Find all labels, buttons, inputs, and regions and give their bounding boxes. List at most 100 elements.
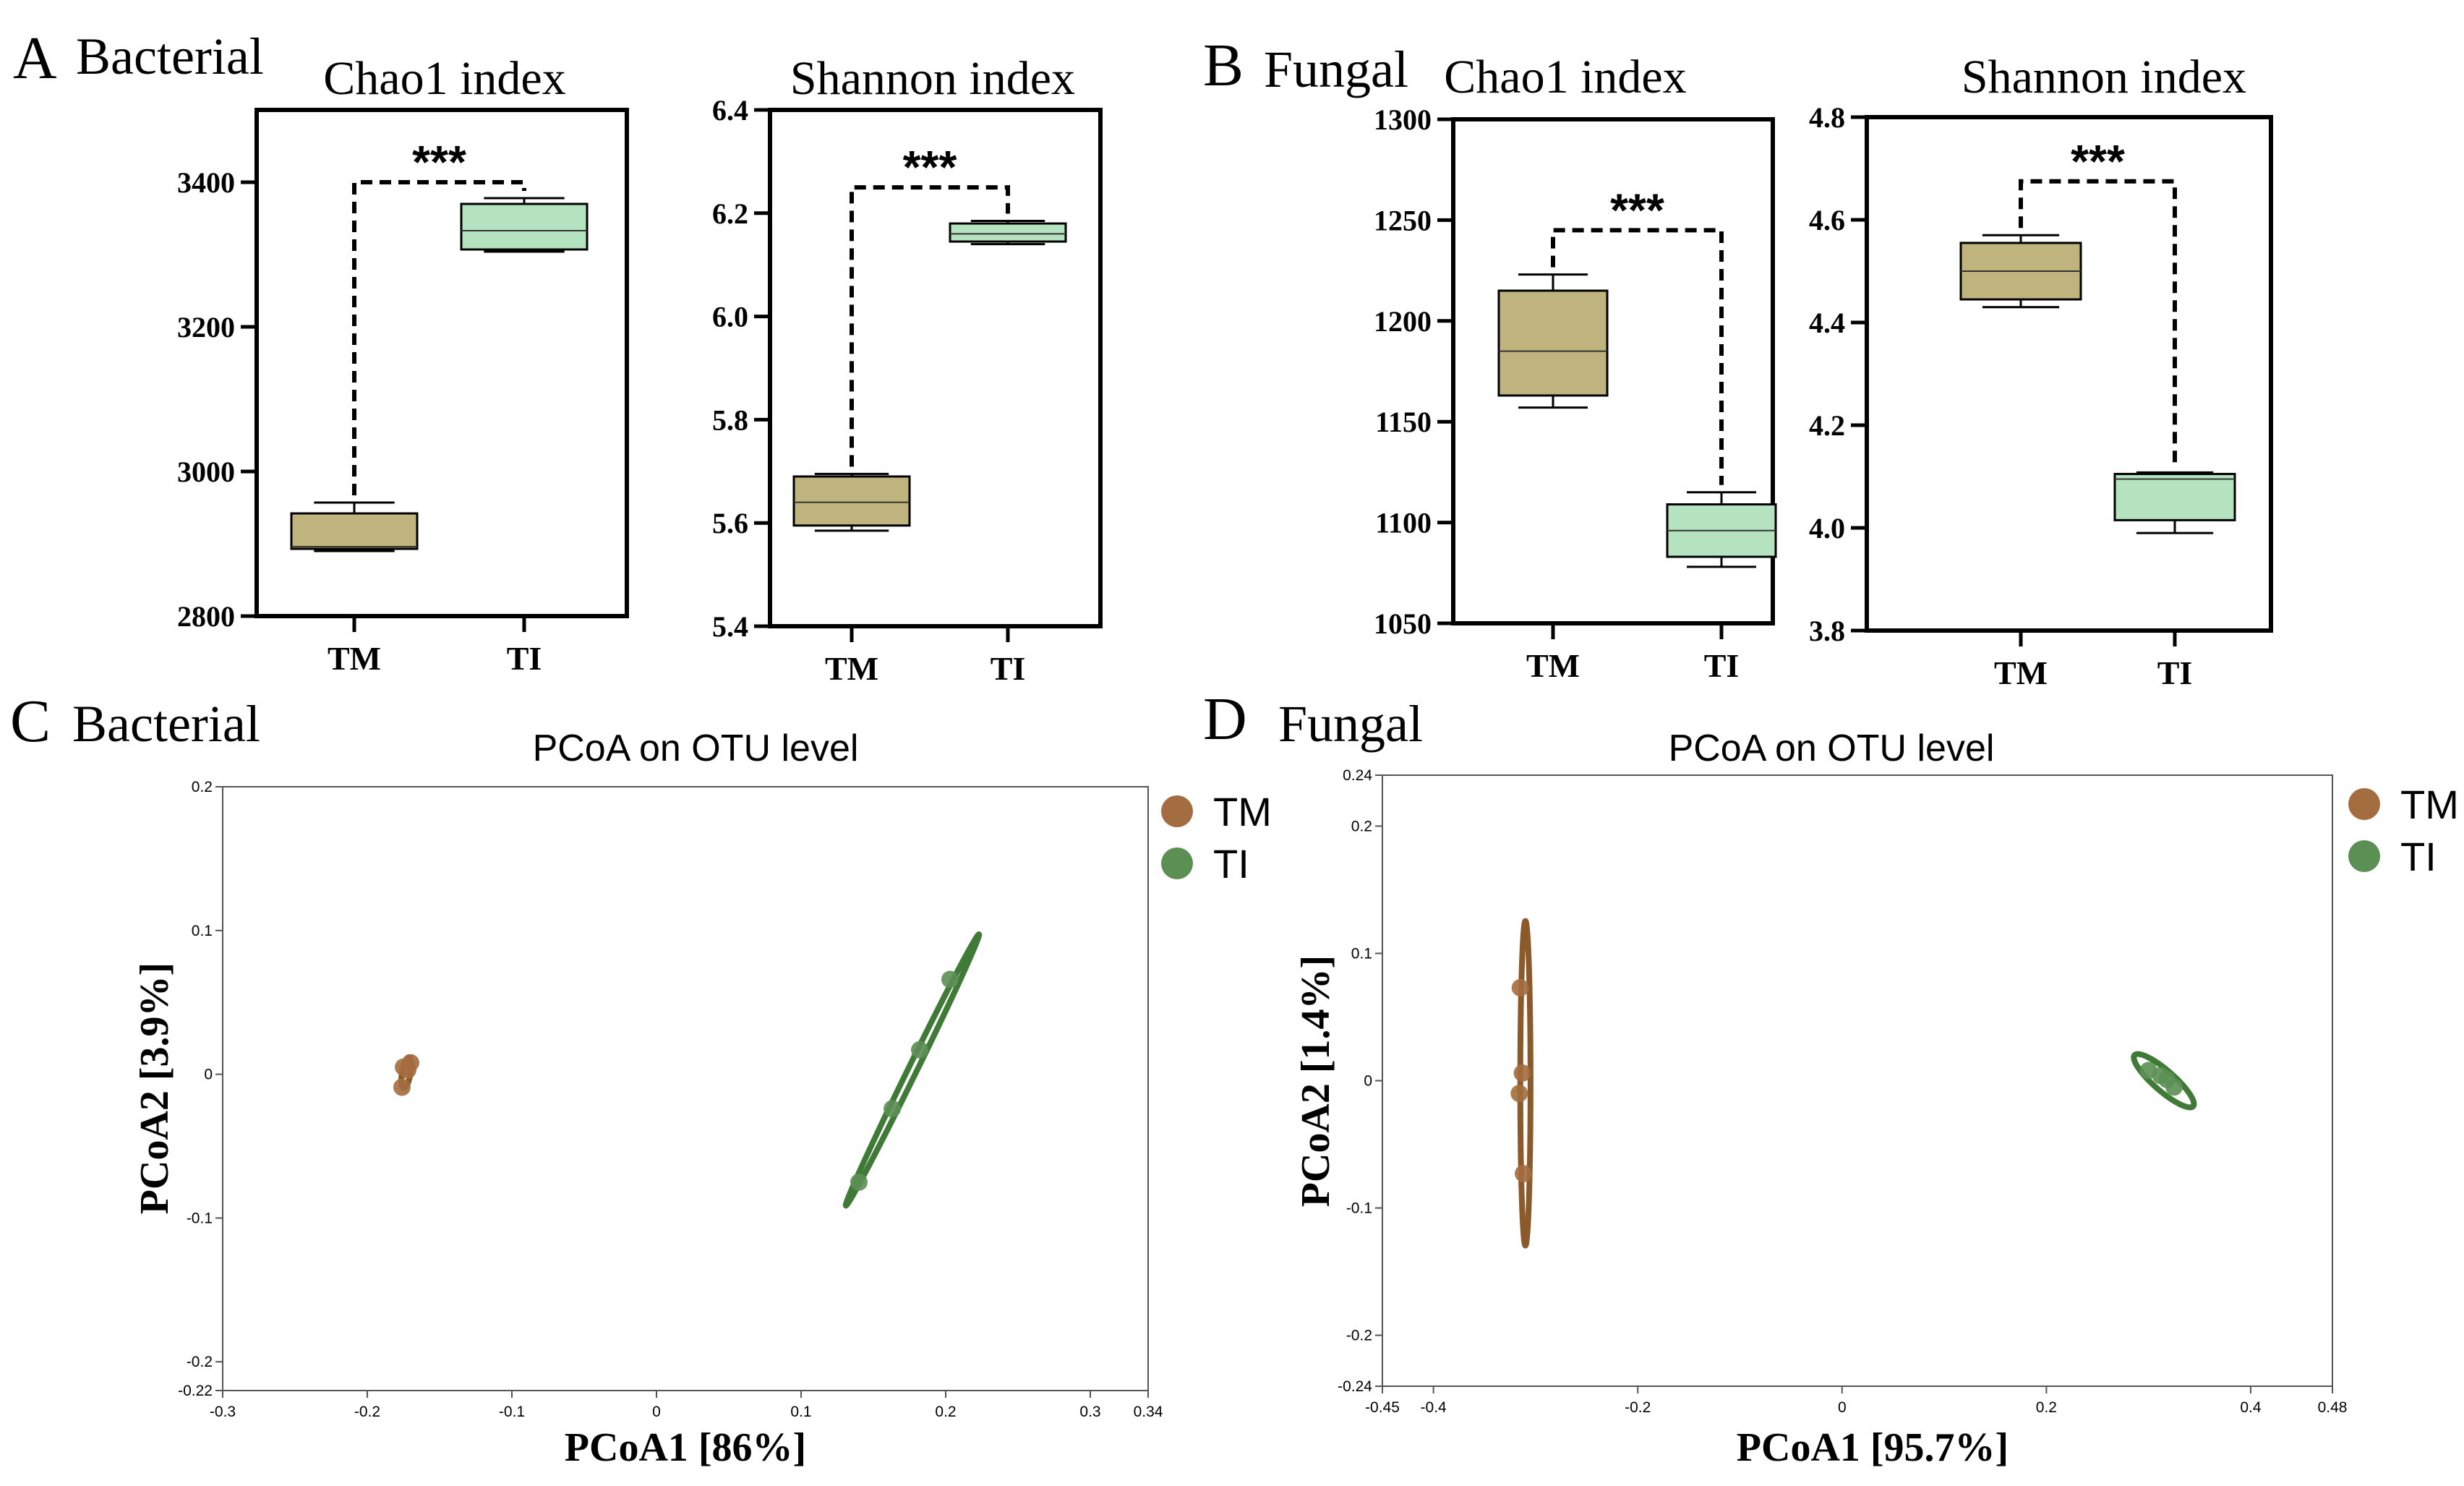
x-tick-label: TM xyxy=(825,650,878,687)
panel-letter: D xyxy=(1203,686,1247,753)
x-tick-label: TI xyxy=(507,640,542,677)
data-point-tm xyxy=(399,1061,416,1079)
box-ti xyxy=(2113,472,2236,521)
legend-marker-tm xyxy=(2348,788,2380,820)
panel-group-label: Fungal xyxy=(1264,40,1408,98)
x-tick-label: -0.45 xyxy=(1365,1399,1400,1416)
y-tick-label: 1050 xyxy=(1374,607,1432,640)
legend-marker-ti xyxy=(1161,847,1193,879)
x-tick-label: TI xyxy=(2157,654,2193,691)
x-tick-label: -0.4 xyxy=(1421,1399,1447,1416)
panel-letter: A xyxy=(13,25,57,92)
data-point-tm xyxy=(1514,1165,1532,1183)
x-axis-label: PCoA1 [86%] xyxy=(565,1425,806,1470)
x-tick-label: TI xyxy=(1704,647,1740,684)
panel-b-shannon-boxplot: Shannon index 3.8 4.0 4.2 4.4 4.6 4.8 TM TI *** xyxy=(1809,51,2273,691)
y-tick-label: -0.24 xyxy=(1338,1378,1372,1395)
y-tick-label: 1300 xyxy=(1374,103,1432,136)
legend-marker-ti xyxy=(2348,840,2380,872)
y-tick-label: 5.8 xyxy=(712,403,748,436)
y-tick-label: 1100 xyxy=(1375,507,1432,539)
plot-title: PCoA on OTU level xyxy=(1669,727,1995,769)
y-tick-label: 4.6 xyxy=(1809,204,1845,236)
legend-label-tm: TM xyxy=(1213,789,1272,834)
y-tick-label: 1150 xyxy=(1375,406,1432,438)
boxplot-title: Shannon index xyxy=(790,52,1075,105)
plot-frame xyxy=(1865,115,2273,633)
y-tick-label: 6.0 xyxy=(712,301,748,333)
x-axis-label: PCoA1 [95.7%] xyxy=(1737,1425,2009,1470)
y-tick-label: 0 xyxy=(1364,1073,1372,1090)
significance-bracket xyxy=(2019,179,2177,466)
x-tick-label: 0.34 xyxy=(1134,1404,1163,1420)
plot-frame xyxy=(254,108,629,618)
panel-letter: B xyxy=(1203,32,1244,99)
y-tick-label: 1200 xyxy=(1374,305,1432,338)
y-tick-label: 2800 xyxy=(177,600,235,633)
data-point-ti xyxy=(911,1041,928,1059)
x-tick-label: -0.3 xyxy=(210,1404,236,1420)
box-tm xyxy=(290,512,419,550)
legend-marker-tm xyxy=(1161,795,1193,827)
significance-stars: *** xyxy=(903,141,957,193)
y-tick-label: 0.1 xyxy=(192,923,213,939)
x-tick-label: 0.2 xyxy=(935,1404,956,1420)
y-tick-label: 4.8 xyxy=(1809,101,1845,134)
x-tick-label: 0.1 xyxy=(790,1404,811,1420)
significance-bracket xyxy=(1551,228,1724,485)
x-tick-label: TI xyxy=(991,650,1026,687)
panel-a-chao1-boxplot: A Bacterial Chao1 index 2800 3000 3200 3400 TM T… xyxy=(13,25,629,677)
panel-letter: C xyxy=(10,688,51,755)
significance-bracket xyxy=(850,185,1010,467)
x-tick-label: 0.2 xyxy=(2036,1399,2057,1416)
y-axis-label: PCoA2 [3.9%] xyxy=(132,962,177,1214)
y-tick-label: 0.2 xyxy=(192,779,213,795)
panel-group-label: Bacterial xyxy=(72,695,260,753)
legend-label-tm: TM xyxy=(2400,782,2459,827)
y-tick-label: 3.8 xyxy=(1809,615,1845,647)
panel-c-pcoa-scatter: C Bacterial PCoA on OTU level -0.3 -0.2 -0.1 0… xyxy=(10,688,1272,1470)
y-tick-label: 3000 xyxy=(177,456,235,488)
box-tm xyxy=(1497,289,1609,397)
x-tick-label: TM xyxy=(328,640,381,677)
plot-frame xyxy=(222,786,1149,1391)
boxplot-title: Shannon index xyxy=(1962,51,2246,103)
panel-d-pcoa-scatter: D Fungal PCoA on OTU level -0.45 -0.4 -0.2 0 0.… xyxy=(1203,686,2459,1470)
x-tick-label: TM xyxy=(1994,654,2048,691)
x-tick-label: 0.3 xyxy=(1079,1404,1100,1420)
x-tick-label: -0.2 xyxy=(354,1404,380,1420)
y-tick-label: 6.4 xyxy=(712,94,748,127)
y-tick-label: 0 xyxy=(204,1067,213,1083)
y-tick-label: 6.2 xyxy=(712,197,748,230)
x-tick-label: -0.2 xyxy=(1625,1399,1651,1416)
box-ti xyxy=(949,222,1067,243)
box-tm xyxy=(792,475,911,527)
x-tick-label: -0.1 xyxy=(499,1404,525,1420)
y-tick-label: -0.1 xyxy=(1346,1200,1372,1217)
significance-stars: *** xyxy=(412,136,466,188)
plot-title: PCoA on OTU level xyxy=(533,727,859,769)
y-tick-label: 0.2 xyxy=(1351,818,1372,834)
data-point-tm xyxy=(1513,1064,1531,1082)
significance-bracket xyxy=(352,180,526,495)
y-tick-label: 0.24 xyxy=(1343,767,1372,784)
significance-stars: *** xyxy=(1610,184,1664,236)
boxplot-title: Chao1 index xyxy=(323,52,565,105)
y-tick-label: -0.2 xyxy=(187,1354,213,1370)
legend-label-ti: TI xyxy=(2400,834,2437,879)
x-tick-label: 0 xyxy=(652,1404,661,1420)
y-tick-label: 3200 xyxy=(177,311,235,343)
y-tick-label: -0.22 xyxy=(178,1383,213,1399)
y-tick-label: 4.4 xyxy=(1809,307,1845,339)
boxplot-title: Chao1 index xyxy=(1444,51,1686,103)
x-tick-label: 0.48 xyxy=(2318,1399,2348,1416)
box-ti xyxy=(460,202,589,251)
y-tick-label: -0.2 xyxy=(1346,1328,1372,1344)
x-tick-label: 0 xyxy=(1838,1399,1847,1416)
y-tick-label: 5.4 xyxy=(712,610,748,643)
y-tick-label: 1250 xyxy=(1374,204,1432,236)
data-point-tm xyxy=(393,1078,411,1096)
y-tick-label: 5.6 xyxy=(712,507,748,539)
y-tick-label: -0.1 xyxy=(187,1210,213,1226)
data-point-ti xyxy=(850,1173,868,1191)
